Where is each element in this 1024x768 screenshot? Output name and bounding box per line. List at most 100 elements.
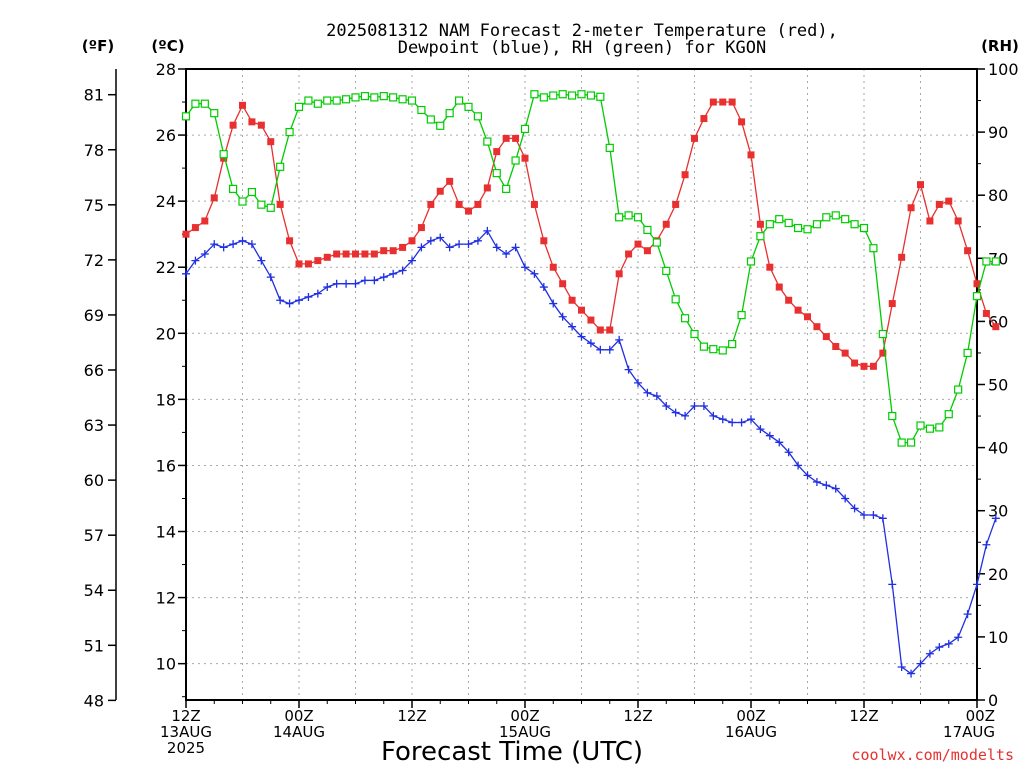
x-tick-label: 12Z — [623, 707, 652, 725]
rh-point — [219, 150, 228, 159]
celsius-tick-label: 22 — [156, 258, 176, 277]
rh-point — [577, 90, 586, 99]
rh-point — [812, 220, 822, 229]
dewpoint-point — [257, 256, 266, 265]
rh-point — [323, 96, 332, 105]
series-layer — [181, 90, 1000, 678]
temperature-point — [615, 270, 623, 278]
rh-point — [652, 238, 661, 247]
rh-point — [266, 203, 275, 212]
rh-point — [238, 197, 247, 206]
dewpoint-point — [690, 401, 699, 410]
celsius-tick-label: 14 — [156, 523, 176, 542]
rh-point — [935, 423, 944, 432]
dewpoint-point — [238, 236, 247, 245]
dewpoint-point — [370, 276, 379, 285]
rh-point — [530, 90, 539, 99]
dewpoint-point — [784, 448, 793, 457]
temperature-point — [530, 200, 538, 208]
rh-point — [624, 211, 633, 220]
temperature-point — [295, 260, 303, 268]
dewpoint-point — [389, 269, 398, 278]
temperature-point — [417, 224, 425, 232]
dewpoint-point — [445, 243, 454, 252]
temperature-point — [813, 323, 821, 331]
rh-point — [972, 292, 982, 301]
dewpoint-point — [558, 312, 567, 321]
temperature-point — [408, 237, 416, 245]
temperature-point — [832, 343, 840, 351]
dewpoint-point — [417, 243, 426, 252]
temperature-point — [314, 257, 322, 265]
temperature-point — [945, 197, 953, 205]
temperature-point — [239, 101, 246, 109]
rh-tick-label: 80 — [988, 186, 1008, 205]
rh-point — [332, 96, 341, 105]
dewpoint-point — [822, 481, 831, 490]
dewpoint-point — [897, 662, 906, 671]
dewpoint-point — [229, 240, 238, 249]
chart-title-line1: 2025081312 NAM Forecast 2-meter Temperat… — [326, 21, 838, 41]
temperature-point — [427, 200, 435, 208]
dewpoint-point — [379, 273, 388, 282]
rh-point — [991, 257, 1000, 266]
rh-point — [633, 213, 643, 222]
temperature-point — [606, 326, 614, 334]
dewpoint-point — [473, 236, 482, 245]
rh-point — [520, 124, 530, 134]
rh-point — [464, 102, 473, 111]
rh-point — [916, 421, 925, 430]
fahrenheit-tick-label: 66 — [84, 361, 104, 380]
rh-point — [370, 93, 379, 102]
rh-point — [257, 200, 266, 209]
dewpoint-point — [935, 643, 944, 652]
rh-point — [859, 223, 869, 233]
celsius-unit-label: (ºC) — [151, 37, 184, 55]
temperature-point — [643, 247, 651, 255]
dewpoint-point — [954, 633, 963, 642]
credit-link[interactable]: coolwx.com/modelts — [851, 746, 1014, 764]
dewpoint-point — [247, 240, 256, 249]
temperature-point — [493, 148, 501, 156]
temperature-point — [370, 250, 378, 258]
rh-point — [699, 342, 709, 351]
x-tick-label: 00Z — [510, 707, 539, 725]
temperature-point — [342, 250, 350, 258]
temperature-point — [446, 177, 454, 185]
temperature-point — [794, 306, 802, 314]
temperature-point — [474, 200, 482, 208]
rh-point — [304, 96, 313, 105]
rh-point — [191, 99, 200, 108]
rh-point — [558, 90, 567, 99]
temperature-point — [210, 194, 218, 202]
dewpoint-point — [304, 292, 313, 301]
rh-point — [869, 244, 878, 253]
fahrenheit-tick-label: 54 — [84, 581, 104, 600]
temperature-point — [860, 362, 868, 370]
celsius-tick-label: 16 — [156, 456, 176, 475]
fahrenheit-tick-label: 75 — [84, 196, 104, 215]
rh-point — [793, 223, 803, 233]
rh-point — [586, 91, 596, 100]
dewpoint-point — [699, 401, 708, 410]
dewpoint-point — [182, 269, 190, 278]
rh-tick-label: 0 — [988, 691, 998, 710]
dewpoint-point — [973, 580, 981, 589]
temperature-point — [634, 240, 642, 248]
axes: 10 12 14 16 18 20 22 24 26 28 48 51 54 57 60 63 66 69 72 75… — [84, 60, 1019, 757]
dewpoint-point — [492, 243, 501, 252]
fahrenheit-tick-label: 69 — [84, 306, 104, 325]
fahrenheit-tick-label: 51 — [84, 636, 104, 655]
rh-point — [680, 314, 690, 323]
rh-point — [360, 92, 370, 101]
temperature-point — [851, 359, 859, 367]
temperature-point — [625, 250, 633, 258]
rh-point — [341, 95, 351, 104]
temperature-point — [568, 296, 576, 304]
dewpoint-point — [285, 299, 294, 308]
rh-point — [247, 187, 257, 197]
dewpoint-point — [191, 256, 200, 265]
dewpoint-point — [775, 438, 784, 447]
dewpoint-point — [916, 659, 925, 668]
